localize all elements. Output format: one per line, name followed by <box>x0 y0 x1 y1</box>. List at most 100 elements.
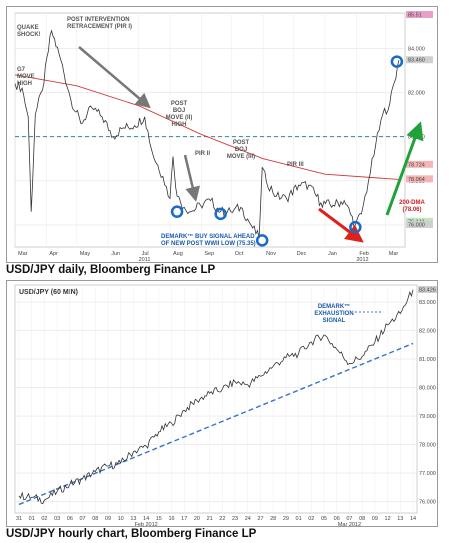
price-label: 78.724 <box>408 162 425 168</box>
x-tick-label: 14 <box>143 516 149 522</box>
red-down-arrow <box>318 207 364 243</box>
x-tick-label: 08 <box>359 516 365 522</box>
price-label: 76.000 <box>408 222 425 228</box>
last-price-box <box>418 285 437 293</box>
y-tick-label: 82.000 <box>419 329 436 335</box>
plot-area <box>14 284 418 514</box>
post-boj-iii-annotation-line-2: MOVE (III) <box>227 154 255 160</box>
x-month-label: Feb 2012 <box>134 522 157 526</box>
x-tick-label: 13 <box>130 516 136 522</box>
g7-annotation-line-0: G7 <box>17 67 26 73</box>
demark-signal-circle <box>170 205 184 218</box>
pir-i-arrow <box>78 46 151 109</box>
x-tick-label: Mar <box>389 251 399 257</box>
x-tick-label: 02 <box>308 516 314 522</box>
x-tick-label: 21 <box>207 516 213 522</box>
pir-ii-label: PIR II <box>195 151 210 157</box>
price-label: 78.064 <box>408 177 425 183</box>
x-tick-label: Jan <box>328 251 337 257</box>
post-intervention-annotation-line-0: POST INTERVENTION <box>67 17 130 23</box>
dma-annotation-line-1: (78.06) <box>402 207 421 213</box>
plot-area <box>14 12 406 248</box>
demark-daily-annotation-line-0: DEMARK™ BUY SIGNAL AHEAD <box>161 233 255 240</box>
price-line <box>18 289 414 505</box>
hourly-chart-title: USD/JPY (60 MIN) <box>19 289 78 296</box>
price-line <box>14 29 400 239</box>
price-label-box <box>406 10 433 18</box>
post-boj-ii-annotation-line-3: HIGH <box>172 122 187 128</box>
y-tick-label: 81.000 <box>419 357 436 363</box>
x-tick-label: Jun <box>111 251 120 257</box>
y-tick-label: 78.000 <box>419 443 436 449</box>
x-tick-label: 05 <box>321 516 327 522</box>
price-label-box <box>406 56 433 64</box>
demark-signal-circle <box>349 220 362 234</box>
x-year-label: 2012 <box>356 257 368 262</box>
dma-annotation-line-0: 200-DMA <box>399 200 425 206</box>
support-trendline <box>18 342 414 506</box>
pir-ii-arrow <box>183 154 200 202</box>
daily-chart-caption: USD/JPY daily, Bloomberg Finance LP <box>6 264 216 276</box>
demark-signal-circle <box>214 207 227 221</box>
x-tick-label: 01 <box>29 516 35 522</box>
quake-annotation-line-1: SHOCK! <box>17 32 41 38</box>
x-tick-label: 28 <box>270 516 276 522</box>
x-tick-label: 06 <box>334 516 340 522</box>
last-price-label: 83.426 <box>419 287 436 293</box>
post-boj-iii-annotation-line-0: POST <box>233 140 250 146</box>
pir-iii-label: PIR III <box>287 162 304 168</box>
g7-annotation-line-1: MOVE <box>17 74 35 80</box>
x-tick-label: 16 <box>168 516 174 522</box>
x-tick-label: 06 <box>67 516 73 522</box>
x-tick-label: 08 <box>92 516 98 522</box>
y-tick-label: 80.000 <box>419 386 436 392</box>
hourly-chart-panel: USD/JPY (60 MIN) 76.000 77.000 78.000 79.000… <box>6 280 438 527</box>
post-intervention-annotation-line-1: RETRACEMENT (PIR I) <box>67 24 132 30</box>
quake-annotation-line-0: QUAKE <box>17 25 39 31</box>
x-tick-label: 09 <box>105 516 111 522</box>
x-tick-label: 10 <box>118 516 124 522</box>
x-tick-label: 23 <box>232 516 238 522</box>
x-year-label: 2011 <box>139 257 151 262</box>
x-tick-label: 24 <box>245 516 251 522</box>
x-tick-label: 20 <box>194 516 200 522</box>
price-label-box <box>406 160 433 168</box>
demark-hourly-annotation-line-1: EXHAUSTION <box>314 311 353 317</box>
x-tick-label: 22 <box>219 516 225 522</box>
price-label: 83.460 <box>408 58 425 64</box>
x-tick-label: 07 <box>79 516 85 522</box>
x-tick-label: Oct <box>235 251 244 257</box>
y-tick-label: 83.000 <box>419 300 436 306</box>
post-boj-ii-annotation-line-1: BOJ <box>173 108 185 114</box>
x-tick-label: 31 <box>16 516 22 522</box>
x-tick-label: 12 <box>385 516 391 522</box>
x-tick-label: May <box>80 251 91 257</box>
price-label-box <box>406 220 433 228</box>
x-tick-label: 03 <box>54 516 60 522</box>
x-tick-label: 09 <box>372 516 378 522</box>
green-up-arrow <box>385 121 424 216</box>
x-tick-label: Feb <box>359 251 368 257</box>
x-tick-label: Dec <box>297 251 307 257</box>
x-tick-label: 15 <box>156 516 162 522</box>
dma-line <box>14 74 399 180</box>
x-tick-label: 17 <box>181 516 187 522</box>
post-boj-ii-annotation-line-0: POST <box>171 101 188 107</box>
x-tick-label: 13 <box>397 516 403 522</box>
x-tick-label: 07 <box>346 516 352 522</box>
g7-annotation-line-2: HIGH <box>17 81 32 87</box>
daily-chart: 76.00078.00080.00082.00084.000MarAprMayJ… <box>14 10 433 262</box>
post-boj-iii-annotation-line-1: BOJ <box>235 147 247 153</box>
y-tick-label: 82.000 <box>408 90 425 96</box>
demark-hourly-annotation-line-0: DEMARK™ <box>318 303 350 310</box>
y-tick-label: 84.000 <box>408 46 425 52</box>
daily-chart-panel: 76.00078.00080.00082.00084.000MarAprMayJ… <box>6 6 438 263</box>
x-tick-label: Apr <box>49 251 58 257</box>
demark-signal-circle <box>255 234 269 247</box>
x-tick-label: Aug <box>173 251 183 257</box>
x-tick-label: 14 <box>410 516 416 522</box>
x-tick-label: 29 <box>283 516 289 522</box>
hourly-chart-caption: USD/JPY hourly chart, Bloomberg Finance … <box>6 528 257 540</box>
price-label: 85.51 <box>408 12 422 18</box>
x-tick-label: Nov <box>266 251 276 257</box>
